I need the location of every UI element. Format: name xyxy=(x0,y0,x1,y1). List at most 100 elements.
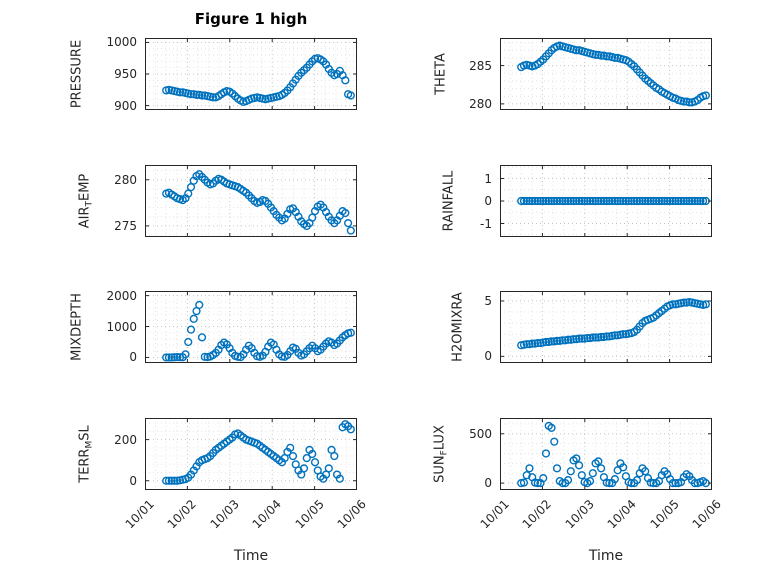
x-axis-label-right: Time xyxy=(588,548,624,564)
x-axis-label-left: Time xyxy=(233,548,269,564)
ytick-label-theta: 280 xyxy=(469,96,492,111)
series-terr_msl xyxy=(162,420,355,485)
data-point xyxy=(186,325,196,334)
data-point xyxy=(687,196,697,206)
ytick-label-h2omixra: 5 xyxy=(484,293,492,308)
data-point xyxy=(566,196,575,206)
data-point xyxy=(346,425,355,434)
xtick-label: 10/04 xyxy=(604,497,640,532)
data-point xyxy=(610,196,620,206)
data-point xyxy=(569,196,578,206)
data-point xyxy=(324,464,333,473)
ytick-label-pressure: 1000 xyxy=(106,35,137,50)
data-point xyxy=(552,464,562,473)
data-point xyxy=(660,196,669,206)
ytick-label-pressure: 950 xyxy=(114,67,137,81)
data-point xyxy=(547,337,556,346)
xtick-label: 10/04 xyxy=(249,497,285,532)
data-point xyxy=(591,50,600,59)
data-point xyxy=(547,423,556,432)
data-point xyxy=(569,335,578,344)
data-point xyxy=(552,196,562,206)
figure-title: Figure 1 high xyxy=(194,10,308,28)
data-point xyxy=(652,196,661,206)
ylabel-text: LUX xyxy=(432,425,447,451)
data-point xyxy=(597,51,606,60)
data-point xyxy=(522,340,531,349)
data-point xyxy=(310,458,320,467)
data-point xyxy=(277,352,287,361)
data-point xyxy=(572,454,581,463)
xtick-label: 10/02 xyxy=(519,497,555,532)
data-point xyxy=(591,196,600,206)
data-point xyxy=(682,196,691,206)
data-point xyxy=(671,196,680,206)
data-point xyxy=(302,454,311,463)
data-point xyxy=(547,196,556,206)
data-point xyxy=(577,334,586,343)
data-point xyxy=(676,196,686,206)
data-point xyxy=(164,476,174,485)
xtick-label: 10/06 xyxy=(689,497,724,532)
data-point xyxy=(583,333,592,343)
data-point xyxy=(610,475,620,484)
data-point xyxy=(699,196,708,206)
ytick-label-pressure: 900 xyxy=(114,98,137,113)
subplot-theta xyxy=(500,38,712,110)
data-point xyxy=(671,478,680,488)
data-point xyxy=(580,196,589,206)
data-point xyxy=(577,471,586,480)
data-point xyxy=(566,467,575,476)
ylabel-text: EMP xyxy=(77,173,92,202)
data-point xyxy=(555,196,564,206)
subplot-h2omixra xyxy=(500,291,712,363)
data-point xyxy=(341,208,350,218)
xtick-label: 10/02 xyxy=(164,497,200,532)
series-air_temp xyxy=(162,170,355,235)
subplot-mixdepth xyxy=(145,291,357,363)
data-point xyxy=(541,449,551,458)
data-point xyxy=(685,98,694,107)
data-point xyxy=(638,196,647,206)
data-point xyxy=(346,328,355,337)
ylabel-text: SUN xyxy=(432,455,447,483)
data-point xyxy=(330,451,339,461)
data-point xyxy=(641,196,650,206)
data-point xyxy=(619,463,628,472)
data-point xyxy=(170,353,179,362)
data-point xyxy=(162,476,171,485)
data-point xyxy=(632,196,642,206)
ytick-label-theta: 285 xyxy=(469,58,492,73)
data-point xyxy=(184,189,193,198)
data-point xyxy=(572,46,581,55)
data-point xyxy=(643,196,653,206)
data-point xyxy=(517,196,526,206)
data-point xyxy=(679,196,688,206)
ytick-label-air_temp: 275 xyxy=(114,218,137,233)
data-point xyxy=(197,91,207,100)
ylabel-subscript: F xyxy=(439,450,449,456)
data-point xyxy=(346,91,355,100)
data-point xyxy=(563,476,573,485)
data-point xyxy=(663,196,672,206)
data-point xyxy=(341,76,350,85)
data-point xyxy=(594,457,603,466)
data-point xyxy=(599,196,608,206)
ylabel-text: MIXDEPTH xyxy=(69,293,85,361)
y-axis-label-sun_flux: SUNFLUX xyxy=(432,425,449,483)
data-point xyxy=(613,196,622,206)
data-point xyxy=(679,97,688,106)
y-axis-label-h2omixra: H2OMIXRA xyxy=(450,292,465,362)
subplot-pressure xyxy=(145,38,357,110)
data-point xyxy=(335,474,344,483)
data-point xyxy=(164,353,174,362)
ytick-label-mixdepth: 0 xyxy=(129,350,137,365)
ytick-label-rainfall: 1 xyxy=(484,171,492,186)
data-point xyxy=(541,196,551,206)
data-point xyxy=(519,196,529,206)
data-point xyxy=(550,196,559,206)
data-point xyxy=(528,196,537,206)
data-point xyxy=(167,476,176,485)
ytick-label-terr_msl: 200 xyxy=(114,432,137,447)
data-point xyxy=(701,91,710,100)
